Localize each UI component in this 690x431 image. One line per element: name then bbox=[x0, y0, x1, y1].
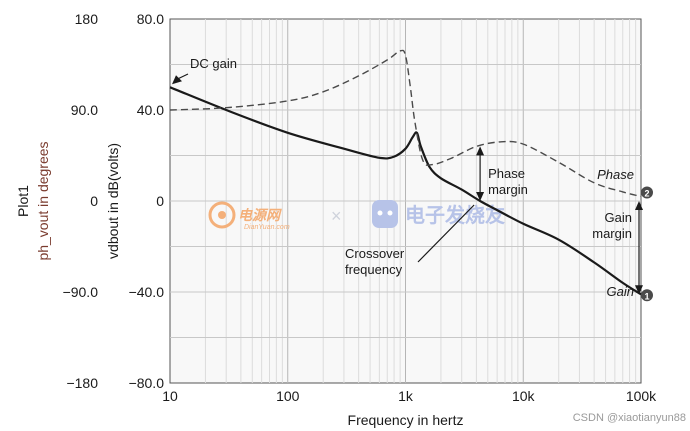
arrow-head bbox=[476, 146, 485, 156]
gain-margin-label: Gain bbox=[605, 210, 632, 225]
arrow-head bbox=[476, 192, 485, 201]
phase-margin-label: Phase bbox=[488, 166, 525, 181]
y-db-tick-label: 40.0 bbox=[137, 102, 164, 118]
marker-2-label: 2 bbox=[644, 188, 649, 198]
y-db-tick-label: −40.0 bbox=[129, 284, 165, 300]
dianyuan-logo-mark bbox=[208, 201, 236, 229]
dianyuan-logo-dot bbox=[218, 211, 226, 219]
y-phase-tick-label: −180 bbox=[66, 375, 98, 391]
gain-curve-label: Gain bbox=[607, 284, 634, 299]
y-db-axis-label: vdbout in dB(volts) bbox=[105, 143, 121, 259]
arrow-head bbox=[635, 201, 643, 210]
plot-label: Plot1 bbox=[15, 185, 31, 217]
y-phase-tick-label: 90.0 bbox=[71, 102, 98, 118]
annotations: DC gainPhasemarginCrossoverfrequencyGain… bbox=[172, 56, 653, 302]
crossover-label: frequency bbox=[345, 262, 403, 277]
dianyuan-url-text: DianYuan.com bbox=[244, 224, 290, 231]
arrow-head bbox=[635, 285, 643, 295]
phase-curve bbox=[169, 49, 642, 198]
marker-2 bbox=[641, 186, 653, 199]
marker-1 bbox=[641, 289, 653, 302]
marker-1-label: 1 bbox=[644, 291, 649, 301]
dc-gain-label: DC gain bbox=[190, 56, 237, 71]
y-db-tick-label: 80.0 bbox=[137, 11, 164, 27]
y-db-tick-label: 0 bbox=[156, 193, 164, 209]
curves bbox=[169, 49, 642, 296]
elecfans-logo-eye-left bbox=[377, 210, 383, 216]
x-axis-label: Frequency in hertz bbox=[348, 412, 464, 428]
x-tick-label: 1k bbox=[398, 388, 414, 404]
dianyuan-logo-text: 电源网 bbox=[238, 207, 282, 223]
elecfans-logo-eye-right bbox=[387, 210, 393, 216]
phase-margin-label: margin bbox=[488, 182, 528, 197]
gain-margin-label: margin bbox=[592, 226, 632, 241]
x-tick-label: 100k bbox=[626, 388, 657, 404]
grid bbox=[170, 19, 641, 383]
x-tick-label: 10k bbox=[512, 388, 536, 404]
elecfans-logo-mark bbox=[372, 200, 398, 228]
watermark-separator: × bbox=[331, 206, 342, 226]
dc-gain-arrow-head bbox=[172, 75, 182, 85]
y-phase-tick-label: 0 bbox=[90, 193, 98, 209]
x-tick-label: 100 bbox=[276, 388, 300, 404]
x-tick-label: 10 bbox=[162, 388, 178, 404]
phase-curve-label: Phase bbox=[597, 167, 634, 182]
crossover-arrow bbox=[417, 204, 475, 263]
csdn-watermark: CSDN @xiaotianyun88 bbox=[573, 412, 686, 424]
elecfans-logo-text: 电子发烧友 bbox=[405, 203, 505, 227]
gain-curve bbox=[169, 86, 642, 296]
y-phase-axis-label: ph_vout in degrees bbox=[35, 141, 51, 260]
y-phase-tick-label: 180 bbox=[75, 11, 99, 27]
y-phase-tick-label: −90.0 bbox=[63, 284, 99, 300]
y-db-tick-label: −80.0 bbox=[129, 375, 165, 391]
crossover-label: Crossover bbox=[345, 246, 405, 261]
watermarks: 电源网 DianYuan.com × 电子发烧友 bbox=[208, 200, 505, 231]
